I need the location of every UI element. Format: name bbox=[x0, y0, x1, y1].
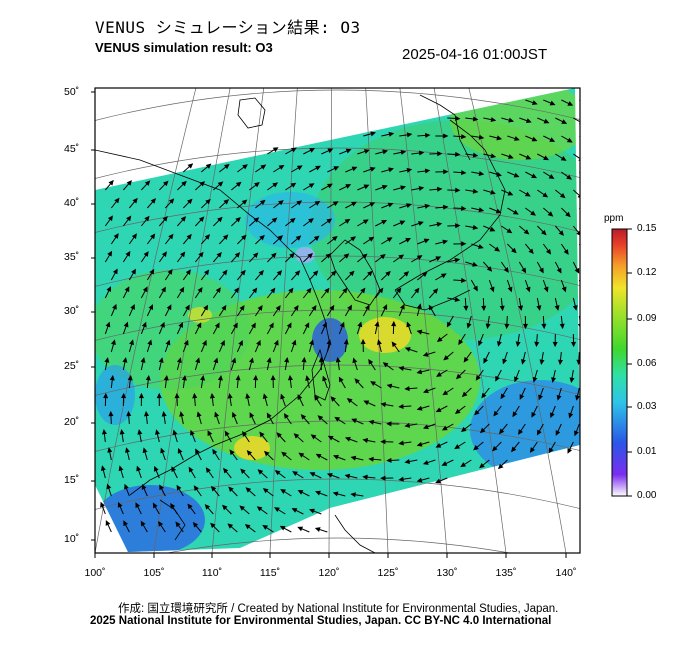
lat-label: 15˚ bbox=[64, 474, 80, 486]
colorbar-tick-label: 0.12 bbox=[637, 267, 657, 278]
lat-label: 50˚ bbox=[64, 86, 80, 98]
coastlines bbox=[95, 94, 506, 553]
lon-label: 115˚ bbox=[259, 567, 281, 579]
graticule-lines bbox=[95, 88, 580, 553]
colorbar-tick-label: 0.06 bbox=[637, 358, 657, 369]
lat-label: 40˚ bbox=[64, 197, 80, 209]
lon-label: 110˚ bbox=[201, 567, 223, 579]
forecast-timestamp: 2025-04-16 01:00JST bbox=[402, 46, 548, 63]
lon-label: 105˚ bbox=[143, 567, 165, 579]
map-frame bbox=[94, 87, 581, 554]
title-english: VENUS simulation result: O3 bbox=[95, 40, 273, 55]
lon-label: 120˚ bbox=[318, 567, 340, 579]
colorbar bbox=[611, 228, 628, 497]
colorbar-ticks bbox=[627, 228, 632, 497]
colorbar-unit: ppm bbox=[604, 213, 624, 224]
credit-line: 作成: 国立環境研究所 / Created by National Instit… bbox=[118, 603, 559, 615]
lat-label: 35˚ bbox=[64, 251, 80, 263]
lat-label: 10˚ bbox=[64, 533, 80, 545]
lon-label: 140˚ bbox=[555, 567, 577, 579]
lon-label: 130˚ bbox=[436, 567, 458, 579]
lon-label: 100˚ bbox=[84, 567, 106, 579]
lat-label: 25˚ bbox=[64, 360, 80, 372]
colorbar-tick-label: 0.00 bbox=[637, 490, 657, 501]
colorbar-tick-label: 0.03 bbox=[637, 401, 657, 412]
colorbar-tick-label: 0.01 bbox=[637, 446, 657, 457]
lat-label: 30˚ bbox=[64, 305, 80, 317]
lat-label: 20˚ bbox=[64, 416, 80, 428]
lat-label: 45˚ bbox=[64, 143, 80, 155]
title-japanese: VENUS シミュレーション結果: O3 bbox=[95, 18, 361, 37]
colorbar-tick-label: 0.09 bbox=[637, 313, 657, 324]
lon-label: 125˚ bbox=[377, 567, 399, 579]
colorbar-tick-label: 0.15 bbox=[637, 223, 657, 234]
copyright-line: 2025 National Institute for Environmenta… bbox=[90, 615, 552, 627]
lon-label: 135˚ bbox=[495, 567, 517, 579]
wind-vector-field bbox=[100, 99, 580, 533]
